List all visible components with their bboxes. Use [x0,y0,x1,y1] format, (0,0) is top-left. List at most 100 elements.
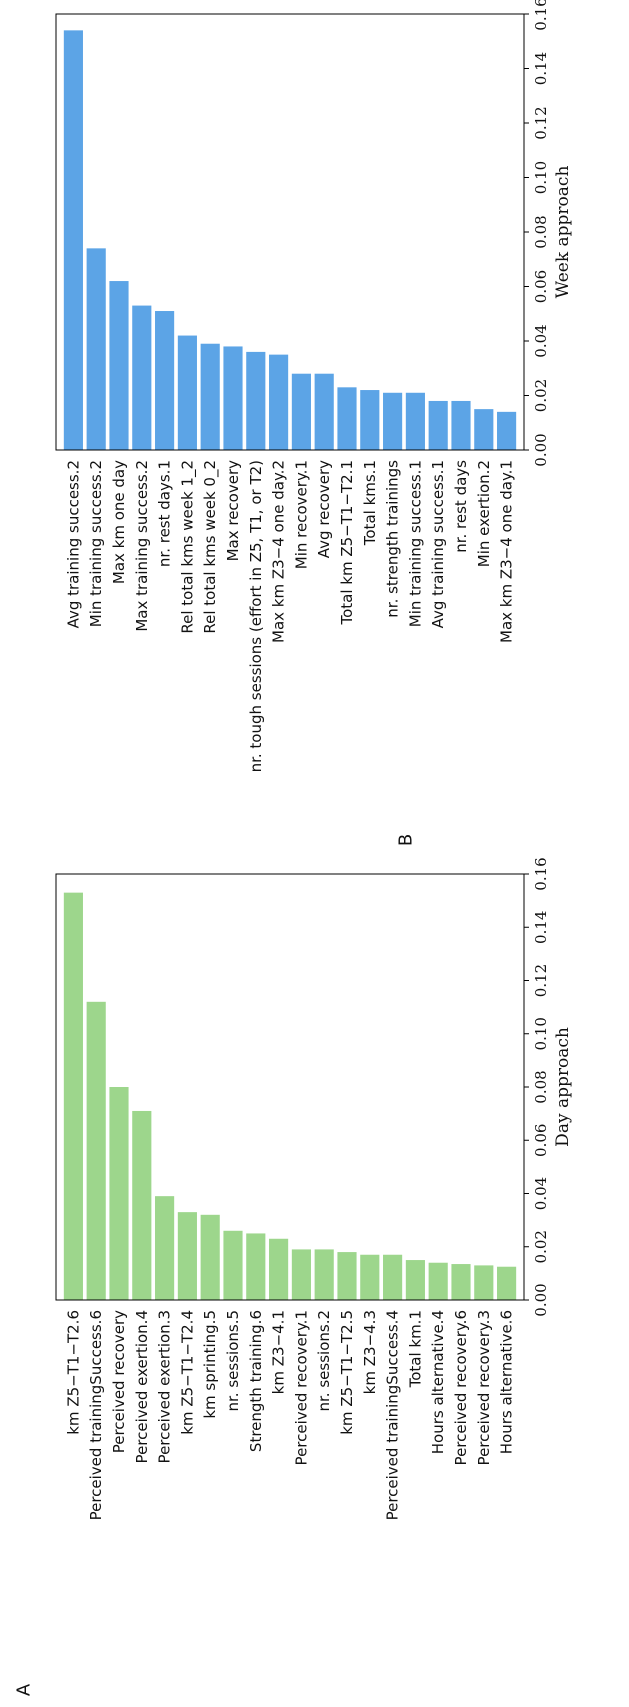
category-label-7: Rel total kms week 0_2 [201,460,220,634]
bar-4 [132,305,152,450]
category-label-11: Perceived recovery.1 [292,1310,310,1465]
bar-13 [337,387,357,450]
category-label-19: Perceived recovery.3 [475,1310,493,1465]
bar-14 [360,1254,380,1300]
bar-19 [474,1265,494,1300]
bar-16 [405,392,425,450]
value-tick-label-8: 0.14 [532,911,550,944]
category-label-15: nr. strength trainings [384,460,402,618]
category-label-17: Hours alternative.4 [429,1310,447,1454]
bar-9 [246,351,266,450]
bar-17 [428,400,448,450]
category-label-10: km Z3−4.1 [270,1310,288,1394]
category-label-16: Min training success.1 [406,460,424,627]
value-tick-label-6: 0.10 [532,161,550,194]
category-label-18: nr. rest days [452,460,470,553]
value-tick-label-7: 0.12 [532,106,550,139]
category-label-4: Max training success.2 [133,460,151,632]
bar-11 [291,373,311,450]
category-label-8: Max recovery [224,460,242,562]
panel-a-day-approach: km Z5−T1−T2.6 Perceived trainingSuccess.6… [14,857,574,1696]
category-label-13: Total km Z5−T1−T2.1 [338,460,356,626]
bar-18 [451,1264,471,1300]
panel-label: B [396,834,417,846]
category-label-1: Avg training success.2 [64,460,82,628]
category-label-10: Max km Z3−4 one day.2 [270,460,288,643]
category-label-8: nr. sessions.5 [224,1310,242,1411]
panel-b-week-approach: Avg training success.2 Min training succe… [55,0,573,846]
bar-17 [428,1262,448,1300]
category-label-20: Hours alternative.6 [498,1310,516,1454]
bar-12 [314,373,334,450]
category-label-9: nr. tough sessions (effort in Z5, T1, or… [247,460,265,772]
bar-10 [269,1238,289,1300]
value-tick-label-2: 0.02 [532,379,550,412]
bar-7 [200,343,220,450]
category-label-4: Perceived exertion.4 [133,1310,151,1463]
bar-6 [177,335,197,450]
bar-15 [383,392,403,450]
value-tick-label-5: 0.08 [532,215,550,248]
bar-1 [63,892,83,1300]
bar-18 [451,400,471,450]
value-tick-label-2: 0.02 [532,1230,550,1263]
bar-19 [474,409,494,451]
value-tick-label-4: 0.06 [532,1124,550,1157]
category-label-5: nr. rest days.1 [156,460,174,567]
bar-3 [109,281,129,450]
value-tick-label-9: 0.16 [532,857,550,890]
value-axis-label: Week approach [553,166,573,299]
category-label-2: Perceived trainingSuccess.6 [87,1310,105,1520]
bar-5 [155,1196,175,1300]
category-label-9: Strength training.6 [247,1310,265,1452]
bar-2 [86,248,106,450]
category-label-11: Min recovery.1 [292,460,310,569]
value-axis-label: Day approach [553,1027,573,1147]
value-tick-label-4: 0.06 [532,270,550,303]
category-label-16: Total km.1 [406,1310,424,1388]
category-label-6: km Z5−T1−T2.4 [178,1310,196,1435]
category-label-6: Rel total kms week 1_2 [178,460,197,634]
bar-20 [497,411,517,450]
category-label-3: Perceived recovery [110,1310,128,1453]
panel-label: A [14,1683,35,1696]
category-label-20: Max km Z3−4 one day.1 [498,460,516,643]
bar-8 [223,346,243,450]
category-label-18: Perceived recovery.6 [452,1310,470,1465]
bar-7 [200,1214,220,1300]
value-tick-label-9: 0.16 [532,0,550,31]
category-label-19: Min exertion.2 [475,460,493,567]
bar-14 [360,390,380,450]
category-label-14: km Z3−4.3 [361,1310,379,1394]
category-label-14: Total kms.1 [361,460,379,546]
bar-8 [223,1230,243,1300]
category-label-7: km sprinting.5 [201,1310,219,1419]
category-label-12: Avg recovery [315,460,333,558]
bar-6 [177,1212,197,1300]
bar-11 [291,1249,311,1300]
value-tick-label-6: 0.10 [532,1017,550,1050]
bar-16 [405,1260,425,1300]
bar-10 [269,354,289,451]
category-label-3: Max km one day [110,460,128,584]
value-tick-label-3: 0.04 [532,324,550,357]
value-tick-label-1: 0.00 [532,1283,550,1316]
value-tick-label-5: 0.08 [532,1070,550,1103]
category-label-15: Perceived trainingSuccess.4 [384,1310,402,1520]
category-label-1: km Z5−T1−T2.6 [64,1310,82,1435]
bar-2 [86,1001,106,1300]
bar-20 [497,1266,517,1300]
category-label-5: Perceived exertion.3 [156,1310,174,1463]
category-label-17: Avg training success.1 [429,460,447,628]
value-tick-label-1: 0.00 [532,433,550,466]
bar-15 [383,1254,403,1300]
value-tick-label-3: 0.04 [532,1177,550,1210]
bar-9 [246,1233,266,1300]
value-tick-label-8: 0.14 [532,52,550,85]
bar-1 [63,30,83,450]
bar-12 [314,1249,334,1300]
bar-13 [337,1252,357,1300]
value-tick-label-7: 0.12 [532,964,550,997]
bar-4 [132,1110,152,1300]
